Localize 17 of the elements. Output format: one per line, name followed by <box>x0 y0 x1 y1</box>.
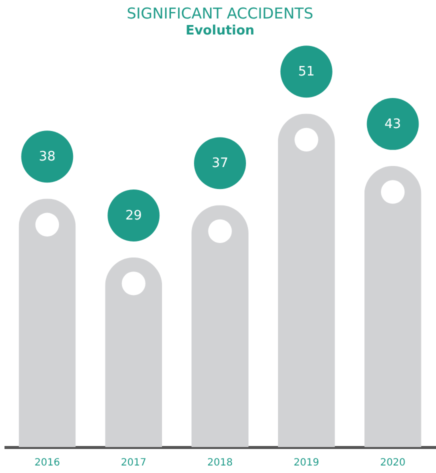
x-tick-label: 2019 <box>294 458 320 468</box>
data-label: 43 <box>384 116 402 132</box>
bar <box>191 205 249 447</box>
chart-title: SIGNIFICANT ACCIDENTS <box>126 4 314 23</box>
data-label: 37 <box>212 156 228 172</box>
bar <box>18 198 76 447</box>
bar <box>105 257 162 447</box>
x-tick-label: 2020 <box>380 458 406 468</box>
x-tick-label: 2018 <box>207 458 233 468</box>
bar <box>278 114 335 447</box>
data-label: 38 <box>38 150 56 165</box>
x-tick-label: 2017 <box>120 458 146 468</box>
chart-subtitle: Evolution <box>186 24 254 39</box>
x-tick-label: 2016 <box>34 458 60 468</box>
bar <box>364 166 422 447</box>
data-label: 29 <box>125 208 142 224</box>
data-label: 51 <box>298 64 315 80</box>
